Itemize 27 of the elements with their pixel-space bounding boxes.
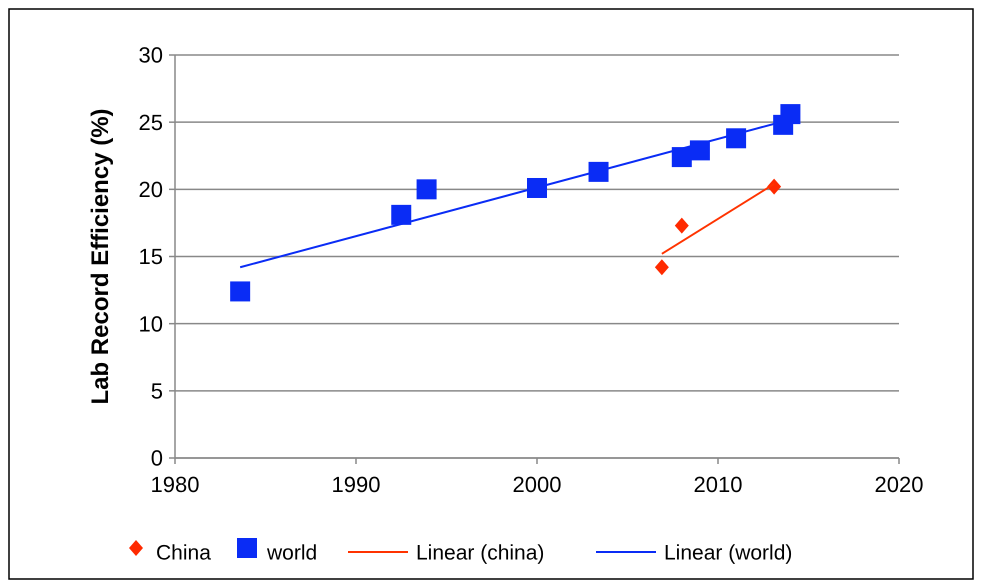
point [416, 179, 437, 200]
x-tick-label: 1980 [150, 472, 200, 497]
y-tick-label: 10 [138, 311, 163, 336]
legend-label: Linear (world) [664, 541, 792, 564]
y-tick-label: 30 [138, 42, 163, 68]
y-axis-title: Lab Record Efficiency (%) [87, 108, 114, 405]
point [654, 259, 669, 276]
point [230, 281, 250, 302]
point [527, 178, 547, 198]
point [690, 140, 710, 160]
y-tick-label: 15 [138, 244, 163, 270]
point [726, 128, 746, 148]
y-tick-label: 20 [138, 177, 163, 202]
x-tick-label: 1990 [332, 472, 380, 497]
point [588, 162, 609, 182]
y-tick-label: 25 [138, 110, 163, 135]
point [391, 204, 412, 225]
x-tick-label: 2020 [874, 472, 924, 497]
x-tick-label: 2010 [694, 472, 742, 497]
x-tick-label: 2000 [512, 472, 562, 497]
legend-label: world [266, 541, 318, 564]
y-tick-label: 0 [150, 446, 163, 471]
y-tick-label: 5 [150, 378, 163, 404]
legend-label: Linear (china) [416, 541, 544, 564]
legend-label: China [156, 541, 212, 564]
point [780, 104, 800, 124]
point [674, 218, 689, 234]
